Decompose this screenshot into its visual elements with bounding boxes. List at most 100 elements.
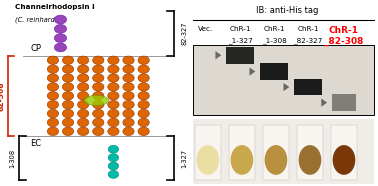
Ellipse shape <box>93 100 104 109</box>
Ellipse shape <box>62 56 74 65</box>
FancyBboxPatch shape <box>263 125 289 180</box>
Text: CP: CP <box>30 44 41 53</box>
Ellipse shape <box>108 170 119 178</box>
Ellipse shape <box>108 154 119 162</box>
Text: _1-308: _1-308 <box>262 37 287 44</box>
Ellipse shape <box>108 162 119 170</box>
Ellipse shape <box>138 127 149 136</box>
Text: _82-308: _82-308 <box>324 37 364 46</box>
Polygon shape <box>284 83 289 91</box>
Ellipse shape <box>62 65 74 73</box>
Text: ChR-1: ChR-1 <box>263 26 285 32</box>
Text: 1-308: 1-308 <box>9 149 15 168</box>
Ellipse shape <box>77 109 89 118</box>
FancyBboxPatch shape <box>331 125 357 180</box>
Ellipse shape <box>77 83 89 91</box>
Ellipse shape <box>47 74 59 82</box>
Polygon shape <box>249 67 255 76</box>
Ellipse shape <box>54 15 67 24</box>
Ellipse shape <box>333 145 355 175</box>
Ellipse shape <box>123 118 134 127</box>
Ellipse shape <box>47 100 59 109</box>
Ellipse shape <box>47 118 59 127</box>
FancyBboxPatch shape <box>193 45 374 115</box>
Ellipse shape <box>93 127 104 136</box>
Ellipse shape <box>108 118 119 127</box>
Ellipse shape <box>108 92 119 100</box>
Ellipse shape <box>62 100 74 109</box>
Ellipse shape <box>197 145 219 175</box>
Ellipse shape <box>62 118 74 127</box>
Ellipse shape <box>123 83 134 91</box>
Polygon shape <box>215 51 221 59</box>
Ellipse shape <box>47 65 59 73</box>
Text: Vec.: Vec. <box>198 26 214 32</box>
Ellipse shape <box>77 118 89 127</box>
Ellipse shape <box>62 74 74 82</box>
Ellipse shape <box>47 109 59 118</box>
Ellipse shape <box>93 74 104 82</box>
Ellipse shape <box>47 56 59 65</box>
Ellipse shape <box>47 83 59 91</box>
Ellipse shape <box>123 65 134 73</box>
Text: EC: EC <box>30 139 41 147</box>
Text: Channelrhodopsin I: Channelrhodopsin I <box>15 4 95 10</box>
Ellipse shape <box>77 92 89 100</box>
Ellipse shape <box>138 100 149 109</box>
Ellipse shape <box>138 83 149 91</box>
FancyBboxPatch shape <box>195 125 221 180</box>
Ellipse shape <box>231 145 253 175</box>
Ellipse shape <box>62 83 74 91</box>
Text: 82-327: 82-327 <box>181 22 187 45</box>
Ellipse shape <box>62 92 74 100</box>
Ellipse shape <box>93 92 104 100</box>
Ellipse shape <box>138 74 149 82</box>
Ellipse shape <box>108 109 119 118</box>
Ellipse shape <box>123 92 134 100</box>
Ellipse shape <box>265 145 287 175</box>
Ellipse shape <box>93 65 104 73</box>
Ellipse shape <box>138 65 149 73</box>
Ellipse shape <box>77 65 89 73</box>
Text: ChR-1: ChR-1 <box>229 26 251 32</box>
FancyBboxPatch shape <box>332 94 356 111</box>
Text: ChR-1: ChR-1 <box>297 26 319 32</box>
Ellipse shape <box>54 43 67 52</box>
Ellipse shape <box>54 24 67 33</box>
Ellipse shape <box>62 109 74 118</box>
FancyBboxPatch shape <box>193 119 374 184</box>
FancyBboxPatch shape <box>294 79 322 95</box>
Text: (C. reinhardtii): (C. reinhardtii) <box>15 17 64 23</box>
Ellipse shape <box>299 145 321 175</box>
Ellipse shape <box>93 109 104 118</box>
Ellipse shape <box>138 56 149 65</box>
Text: _82-327: _82-327 <box>293 37 323 44</box>
Ellipse shape <box>47 92 59 100</box>
Ellipse shape <box>47 127 59 136</box>
FancyBboxPatch shape <box>229 125 255 180</box>
Text: 82-308: 82-308 <box>0 81 5 111</box>
Ellipse shape <box>108 74 119 82</box>
Ellipse shape <box>123 127 134 136</box>
Text: _1-327: _1-327 <box>228 37 253 44</box>
Ellipse shape <box>123 100 134 109</box>
Ellipse shape <box>123 74 134 82</box>
Ellipse shape <box>84 95 109 105</box>
Ellipse shape <box>93 56 104 65</box>
Text: 1-327: 1-327 <box>181 149 187 168</box>
Ellipse shape <box>108 145 119 153</box>
Ellipse shape <box>77 74 89 82</box>
Ellipse shape <box>123 109 134 118</box>
Text: IB: anti-His tag: IB: anti-His tag <box>256 6 319 15</box>
Ellipse shape <box>108 127 119 136</box>
Ellipse shape <box>108 83 119 91</box>
FancyBboxPatch shape <box>297 125 323 180</box>
Polygon shape <box>321 99 327 107</box>
Ellipse shape <box>77 127 89 136</box>
Ellipse shape <box>123 56 134 65</box>
Ellipse shape <box>77 100 89 109</box>
Ellipse shape <box>138 118 149 127</box>
Ellipse shape <box>108 100 119 109</box>
Ellipse shape <box>108 65 119 73</box>
Ellipse shape <box>62 127 74 136</box>
